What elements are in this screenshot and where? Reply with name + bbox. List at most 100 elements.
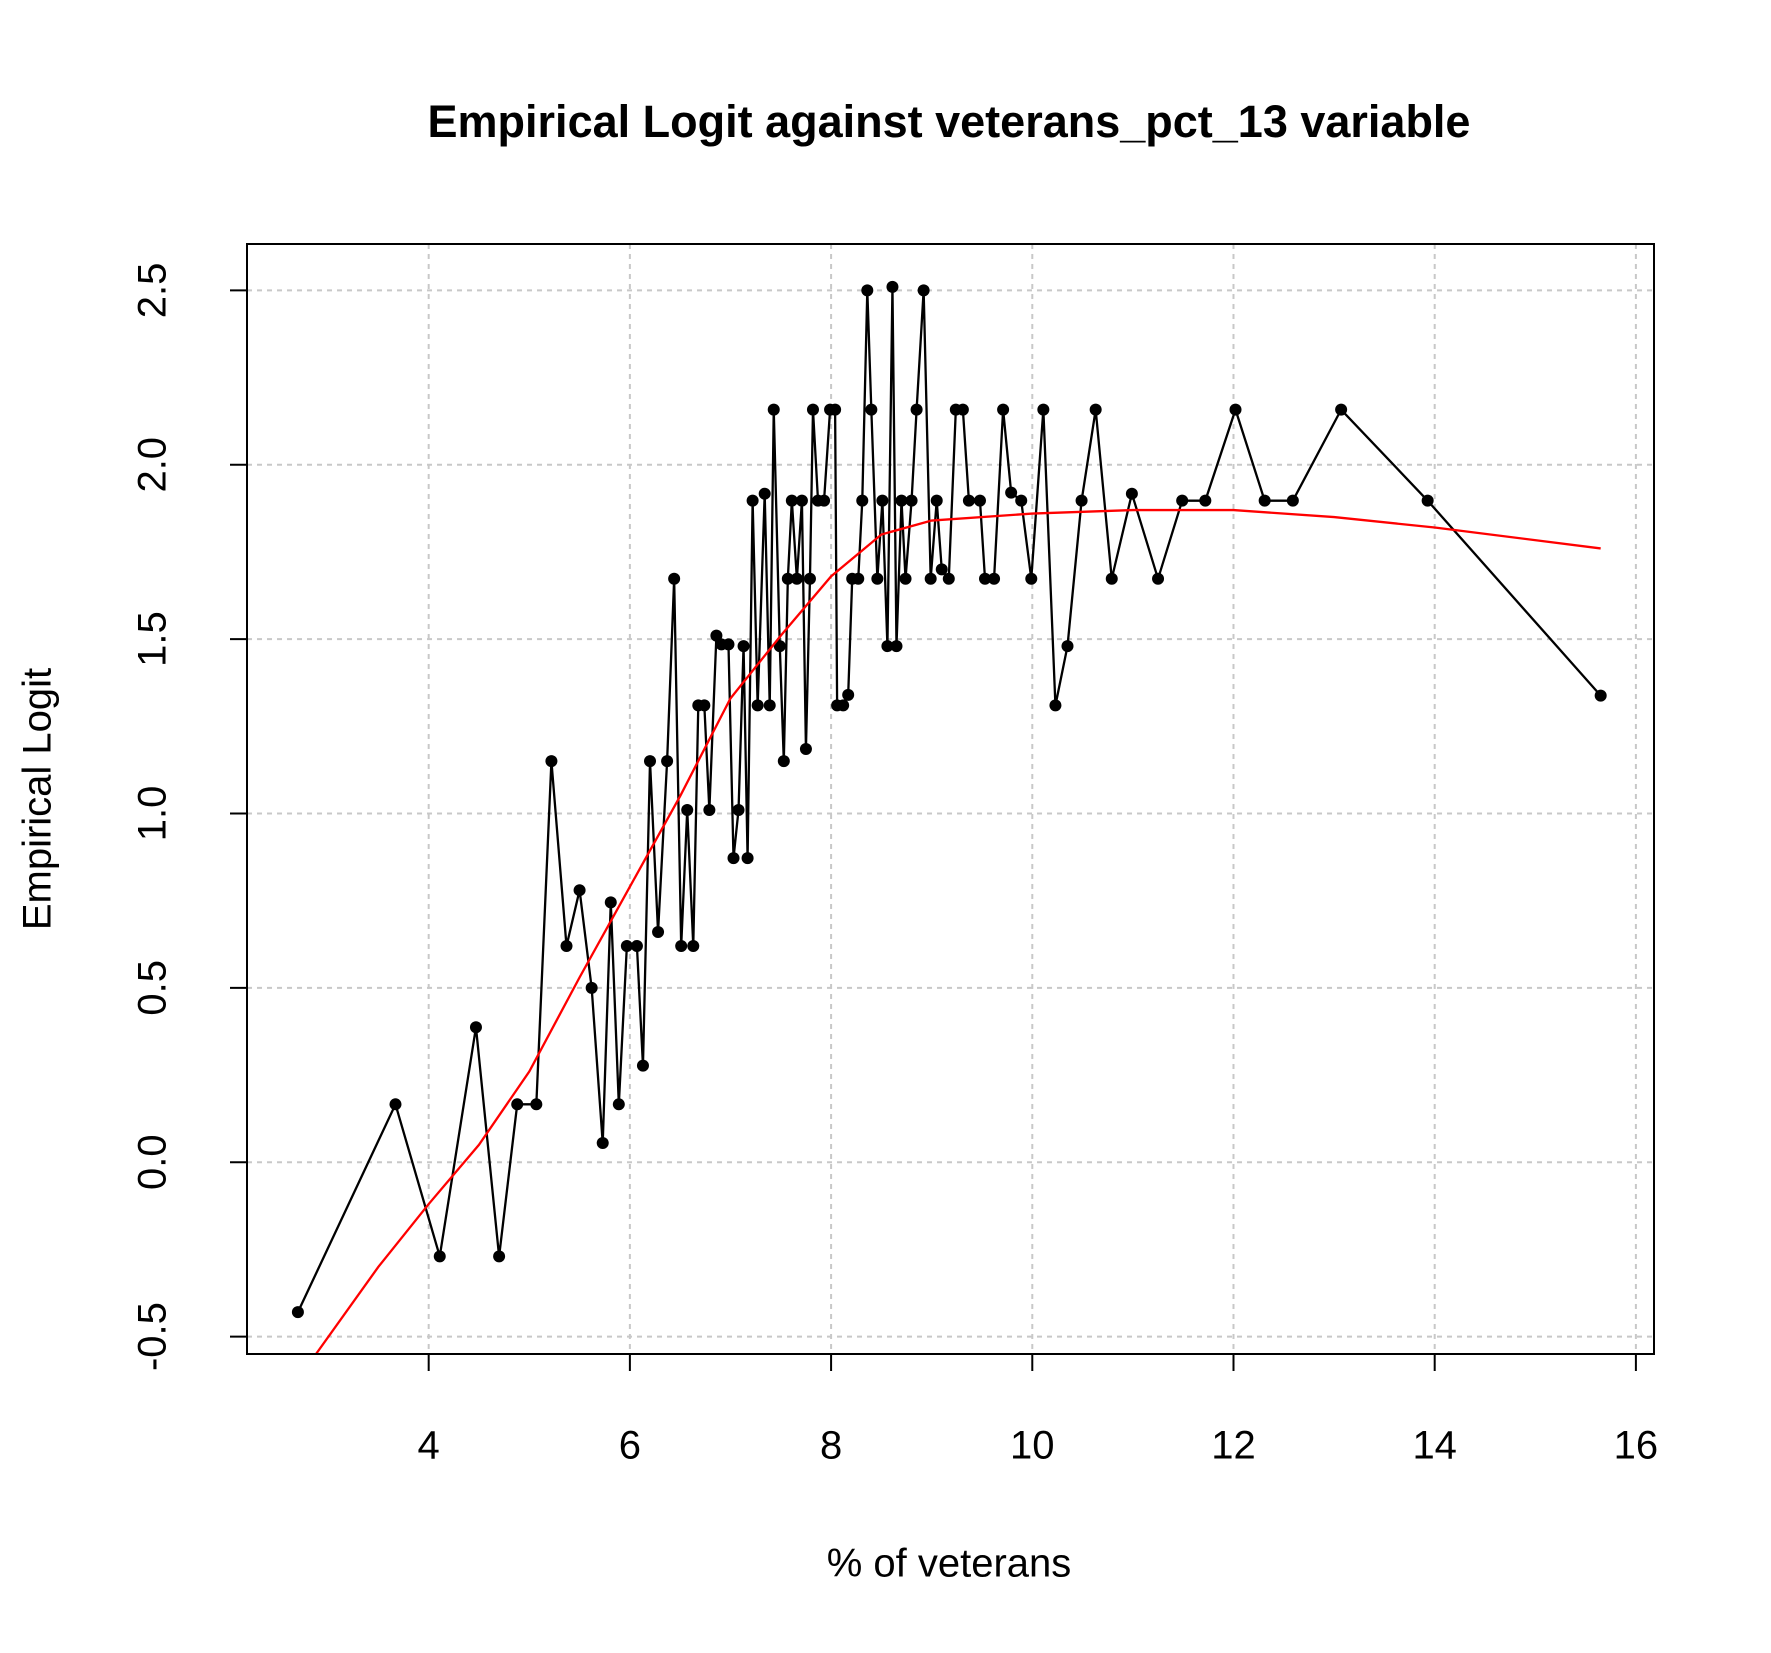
data-point bbox=[905, 494, 918, 507]
data-point bbox=[852, 572, 865, 585]
data-point bbox=[1061, 640, 1074, 653]
x-tick-label: 12 bbox=[1211, 1424, 1256, 1468]
data-point bbox=[956, 403, 969, 416]
data-point bbox=[799, 742, 812, 755]
data-point bbox=[767, 403, 780, 416]
data-point bbox=[741, 852, 754, 865]
data-point bbox=[675, 939, 688, 952]
data-point bbox=[881, 640, 894, 653]
data-point bbox=[746, 494, 759, 507]
x-tick-label: 14 bbox=[1412, 1424, 1457, 1468]
data-point bbox=[433, 1250, 446, 1263]
data-point bbox=[1258, 494, 1271, 507]
data-point bbox=[1105, 572, 1118, 585]
y-tick-label: 1.0 bbox=[131, 786, 175, 842]
data-point bbox=[910, 403, 923, 416]
data-point bbox=[703, 803, 716, 816]
data-point bbox=[596, 1137, 609, 1150]
data-point bbox=[1199, 494, 1212, 507]
data-point bbox=[876, 494, 889, 507]
data-point bbox=[795, 494, 808, 507]
data-point bbox=[988, 572, 1001, 585]
data-point bbox=[530, 1098, 543, 1111]
data-point bbox=[803, 572, 816, 585]
data-point bbox=[758, 487, 771, 500]
x-axis-label: % of veterans bbox=[827, 1542, 1072, 1586]
data-point bbox=[997, 403, 1010, 416]
data-point bbox=[1152, 572, 1165, 585]
y-tick-label: 1.5 bbox=[131, 611, 175, 667]
data-point bbox=[973, 494, 986, 507]
y-tick-label: -0.5 bbox=[131, 1302, 175, 1371]
data-point bbox=[763, 699, 776, 712]
data-point bbox=[790, 572, 803, 585]
data-point bbox=[806, 403, 819, 416]
data-point bbox=[681, 803, 694, 816]
x-tick-label: 4 bbox=[418, 1424, 440, 1468]
data-point bbox=[751, 699, 764, 712]
data-point bbox=[668, 572, 681, 585]
data-point bbox=[777, 755, 790, 768]
data-point bbox=[818, 494, 831, 507]
data-point bbox=[1176, 494, 1189, 507]
data-point bbox=[545, 755, 558, 768]
data-point bbox=[661, 755, 674, 768]
data-point bbox=[604, 896, 617, 909]
data-point bbox=[1594, 689, 1607, 702]
data-point bbox=[652, 926, 665, 939]
data-point bbox=[930, 494, 943, 507]
data-point bbox=[1125, 487, 1138, 500]
data-point bbox=[1075, 494, 1088, 507]
data-point bbox=[1005, 486, 1018, 499]
data-point bbox=[698, 699, 711, 712]
y-tick-label: 2.5 bbox=[131, 263, 175, 319]
x-tick-label: 6 bbox=[619, 1424, 641, 1468]
data-point bbox=[1335, 403, 1348, 416]
data-point bbox=[1015, 494, 1028, 507]
data-point bbox=[687, 939, 700, 952]
data-point bbox=[727, 852, 740, 865]
data-point bbox=[917, 284, 930, 297]
data-point bbox=[895, 494, 908, 507]
data-point bbox=[886, 280, 899, 293]
x-tick-label: 10 bbox=[1010, 1424, 1055, 1468]
data-point bbox=[291, 1306, 304, 1319]
data-point bbox=[924, 572, 937, 585]
data-point bbox=[585, 981, 598, 994]
data-line bbox=[296, 286, 1602, 1313]
data-point bbox=[722, 638, 735, 651]
data-point bbox=[829, 403, 842, 416]
data-point bbox=[935, 563, 948, 576]
data-point bbox=[493, 1250, 506, 1263]
data-point bbox=[962, 494, 975, 507]
data-point bbox=[1025, 572, 1038, 585]
data-point bbox=[1229, 403, 1242, 416]
plot-data bbox=[291, 280, 1607, 1354]
data-point bbox=[773, 640, 786, 653]
data-point bbox=[899, 572, 912, 585]
data-point bbox=[942, 572, 955, 585]
data-point bbox=[560, 939, 573, 952]
y-tick-label: 0.0 bbox=[131, 1134, 175, 1190]
y-tick-label: 0.5 bbox=[131, 960, 175, 1016]
chart-title: Empirical Logit against veterans_pct_13 … bbox=[428, 96, 1471, 147]
data-point bbox=[871, 572, 884, 585]
data-point bbox=[732, 803, 745, 816]
data-point bbox=[781, 572, 794, 585]
data-point bbox=[1049, 699, 1062, 712]
data-point bbox=[469, 1021, 482, 1034]
data-point bbox=[856, 494, 869, 507]
data-point bbox=[1037, 403, 1050, 416]
data-point bbox=[837, 699, 850, 712]
x-tick-label: 8 bbox=[820, 1424, 842, 1468]
data-point bbox=[1089, 403, 1102, 416]
data-point bbox=[842, 688, 855, 701]
data-point bbox=[861, 284, 874, 297]
data-point bbox=[737, 640, 750, 653]
data-point bbox=[511, 1098, 524, 1111]
grid bbox=[247, 244, 1654, 1354]
data-line bbox=[315, 508, 1601, 1354]
data-point bbox=[636, 1059, 649, 1072]
data-point bbox=[710, 629, 723, 642]
data-point bbox=[389, 1098, 402, 1111]
